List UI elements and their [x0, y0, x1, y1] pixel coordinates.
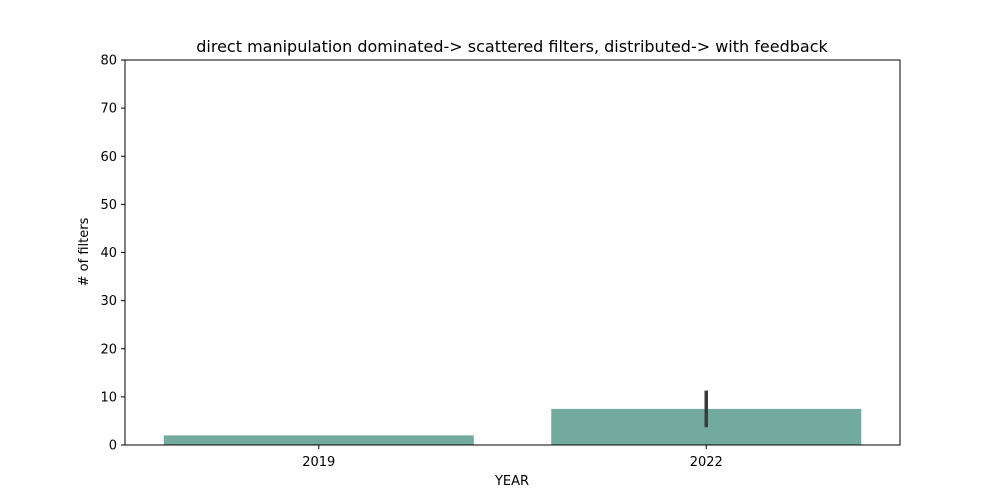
- bars-group: [163, 408, 862, 445]
- y-tick-label: 10: [100, 390, 117, 405]
- y-tick-label: 40: [100, 246, 117, 261]
- x-tick-label: 2022: [690, 455, 723, 470]
- y-axis-title: # of filters: [77, 217, 92, 286]
- chart-title: direct manipulation dominated-> scattere…: [196, 37, 828, 56]
- y-tick-label: 50: [100, 198, 117, 213]
- plot-frame: [124, 59, 901, 446]
- x-tick-label: 2019: [302, 455, 335, 470]
- y-tick-label: 60: [100, 150, 117, 165]
- x-axis-ticks: 2019 2022: [302, 445, 723, 470]
- y-tick-label: 30: [100, 294, 117, 309]
- x-axis-title: YEAR: [494, 474, 529, 489]
- y-tick-label: 80: [100, 54, 117, 69]
- y-tick-label: 0: [109, 439, 117, 454]
- y-axis-ticks: 0 10 20 30 40 50 60 70 80: [100, 54, 125, 454]
- bar-2019: [163, 435, 474, 445]
- y-tick-label: 70: [100, 102, 117, 117]
- y-tick-label: 20: [100, 342, 117, 357]
